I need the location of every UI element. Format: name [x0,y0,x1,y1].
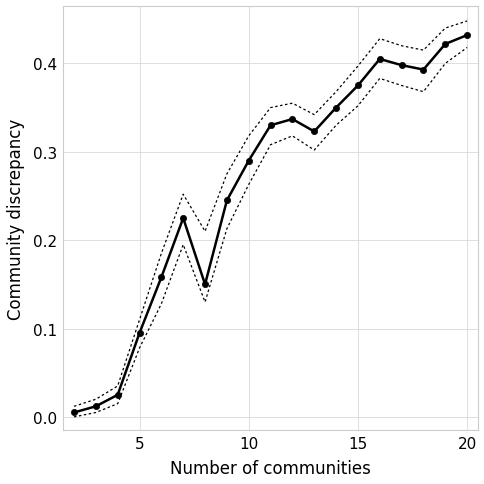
X-axis label: Number of communities: Number of communities [170,459,370,477]
Y-axis label: Community discrepancy: Community discrepancy [7,118,25,319]
